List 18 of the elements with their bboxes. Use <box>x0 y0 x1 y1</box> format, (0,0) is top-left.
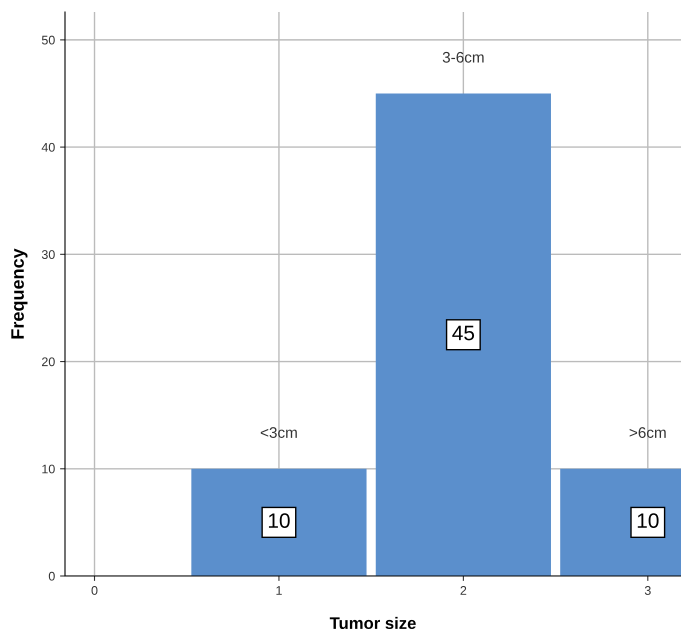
x-tick-label: 3 <box>644 586 651 595</box>
x-axis-title: Tumor size <box>330 616 416 630</box>
data-label: 45 <box>452 326 474 340</box>
y-tick-label: 10 <box>42 464 55 474</box>
x-tick-label: 0 <box>92 586 98 595</box>
data-label: 10 <box>638 513 659 528</box>
x-tick-label: 2 <box>460 586 466 595</box>
annotation: >6cm <box>630 427 666 438</box>
y-tick-label: 20 <box>42 357 55 366</box>
y-tick-label: 0 <box>48 572 55 581</box>
x-tick-label: 1 <box>276 586 282 595</box>
annotation: <3cm <box>260 427 297 438</box>
y-tick-label: 40 <box>42 142 55 152</box>
data-label: 10 <box>268 513 290 528</box>
y-tick-label: 50 <box>42 36 55 45</box>
y-tick-label: 30 <box>42 250 55 259</box>
annotation: 3-6cm <box>442 52 484 63</box>
y-axis-title: Frequency <box>11 248 28 338</box>
